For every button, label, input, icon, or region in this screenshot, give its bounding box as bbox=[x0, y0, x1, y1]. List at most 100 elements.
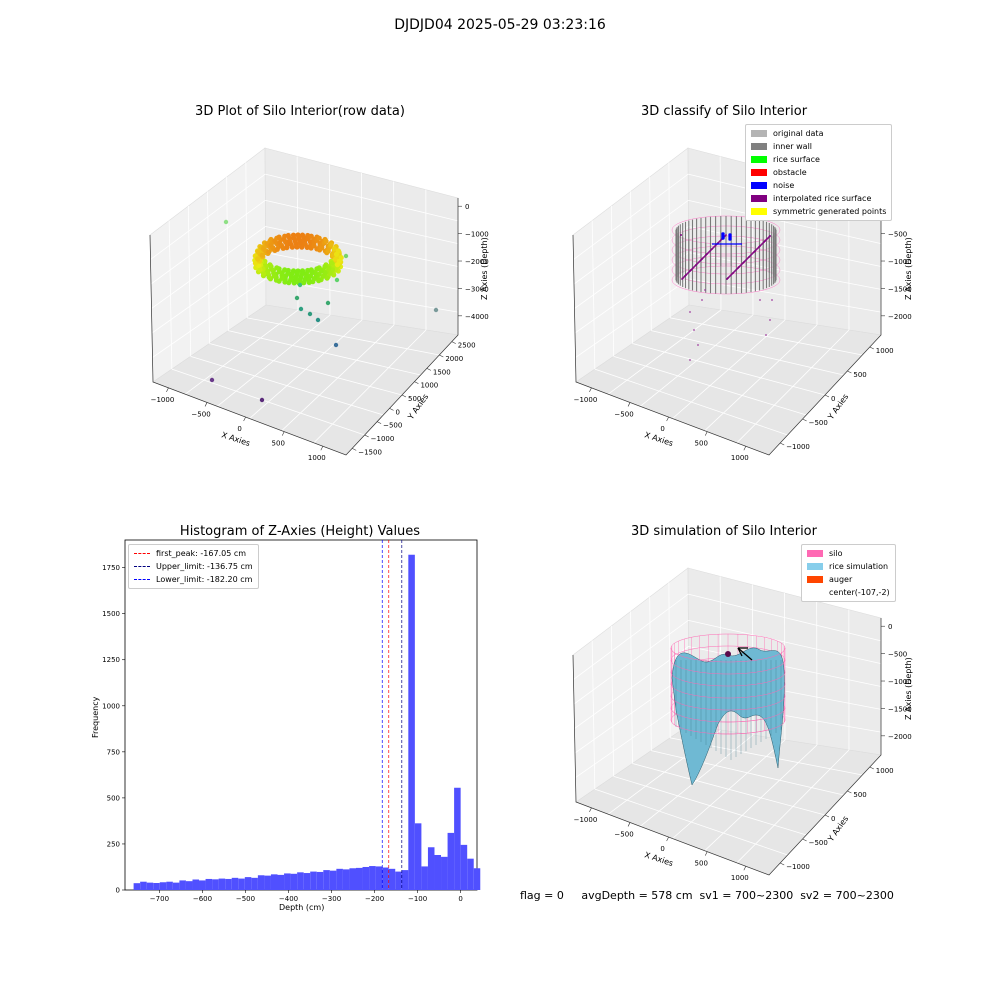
legend-label: interpolated rice surface bbox=[773, 194, 872, 203]
p2-xtick: 500 bbox=[695, 440, 708, 448]
legend-label: symmetric generated points bbox=[773, 207, 887, 216]
p1-outlier-point bbox=[209, 377, 215, 383]
p2-legend-item: interpolated rice surface bbox=[751, 192, 886, 205]
p4-silo-front-ring bbox=[670, 695, 786, 711]
p1-ring-point bbox=[323, 238, 329, 244]
p3-xtick: −700 bbox=[150, 895, 169, 903]
p3-bar bbox=[251, 877, 258, 890]
p3-bar bbox=[369, 866, 376, 890]
p3-bar bbox=[172, 882, 180, 890]
p4-legend-item: auger bbox=[807, 573, 890, 586]
p3-xtick: −400 bbox=[279, 895, 298, 903]
p3-bar bbox=[467, 858, 474, 890]
p3-bar bbox=[441, 856, 448, 890]
p4-silo-front-ring bbox=[670, 707, 786, 723]
p1-ytick: −1000 bbox=[371, 435, 395, 443]
p2-interp-point bbox=[689, 270, 691, 272]
p3-ytick: 500 bbox=[107, 794, 120, 802]
p2-low-point bbox=[765, 334, 767, 336]
p4-xtick: 0 bbox=[660, 845, 664, 853]
p2-interp-point bbox=[680, 234, 682, 236]
p3-xtick: −100 bbox=[408, 895, 427, 903]
p1-ring-point bbox=[328, 242, 334, 248]
p3-bar bbox=[238, 878, 245, 890]
p3-plot-area bbox=[124, 539, 478, 891]
p3-bar bbox=[454, 787, 461, 890]
p4-xtick: 1000 bbox=[731, 874, 749, 882]
legend-swatch bbox=[751, 130, 767, 137]
p4-ztick: −500 bbox=[888, 651, 907, 659]
p2-low-point bbox=[704, 289, 706, 291]
p2-legend-item: inner wall bbox=[751, 140, 886, 153]
p4-ztick: −1000 bbox=[888, 678, 912, 686]
p1-ztick: 0 bbox=[465, 203, 469, 211]
p2-legend-item: rice surface bbox=[751, 153, 886, 166]
panel3-histogram: −700 −600 −500 −400 −300 −200 −100 0 0 250 500 750 1… bbox=[102, 539, 481, 903]
p2-low-point bbox=[771, 299, 773, 301]
p3-bar bbox=[323, 870, 330, 890]
p3-bar bbox=[290, 873, 298, 890]
p2-low-point bbox=[701, 299, 703, 301]
p4-silo-front-ring bbox=[670, 659, 786, 675]
p1-ring-point bbox=[284, 245, 290, 251]
p1-ring-point bbox=[274, 265, 280, 271]
p1-ztick: −1000 bbox=[465, 231, 489, 239]
p1-ring-point bbox=[269, 266, 275, 272]
legend-line-swatch bbox=[134, 553, 150, 554]
legend-swatch bbox=[751, 143, 767, 150]
p2-ztick: −2000 bbox=[888, 313, 912, 321]
p1-ring-point bbox=[332, 256, 339, 262]
p2-low-point bbox=[689, 359, 691, 361]
p2-noise-point bbox=[721, 232, 725, 236]
panel1-3d-axes: −1000 −500 0 500 1000 −1500 −1000 −500 0 500 1000 1… bbox=[149, 147, 489, 462]
p1-outlier-point bbox=[433, 307, 439, 313]
p3-bar bbox=[421, 866, 428, 890]
p1-ring-point bbox=[316, 278, 322, 284]
p2-low-point bbox=[759, 299, 761, 301]
p1-outlier-point bbox=[223, 219, 229, 225]
p4-xtick: −1000 bbox=[574, 816, 598, 824]
p1-ztick: −3000 bbox=[465, 285, 489, 293]
p1-ytick: 500 bbox=[408, 395, 421, 403]
p2-low-point bbox=[689, 311, 691, 313]
p3-bar bbox=[257, 875, 265, 890]
p2-ytick: −1000 bbox=[786, 443, 810, 451]
p1-ring-point bbox=[252, 260, 259, 266]
p3-bar bbox=[395, 871, 402, 890]
p1-ztick: −4000 bbox=[465, 313, 489, 321]
p3-bar bbox=[342, 869, 350, 890]
p2-interp-point bbox=[684, 275, 686, 277]
p3-bar bbox=[310, 871, 317, 890]
p1-outlier-point bbox=[294, 295, 300, 301]
panel4-3d-axes: −1000 −500 0 500 1000 −1000 −500 0 500 1000 0 −500 −… bbox=[572, 567, 912, 882]
legend-label: Lower_limit: -182.20 cm bbox=[156, 575, 253, 584]
p3-ytick: 1250 bbox=[102, 656, 120, 664]
p4-silo-front-ring bbox=[670, 683, 786, 699]
p1-ring-point bbox=[266, 249, 272, 255]
p4-ztick: −2000 bbox=[888, 733, 912, 741]
legend-line-swatch bbox=[134, 566, 150, 567]
p3-bar bbox=[166, 881, 173, 890]
p1-ring-point bbox=[331, 246, 337, 252]
legend-label: obstacle bbox=[773, 168, 807, 177]
panel1-title: 3D Plot of Silo Interior(row data) bbox=[195, 104, 405, 119]
p1-ring-point bbox=[325, 248, 331, 254]
p2-ytick: 0 bbox=[831, 395, 835, 403]
p1-ytick: 2000 bbox=[445, 355, 463, 363]
p3-bar bbox=[192, 879, 200, 890]
p2-low-point bbox=[769, 319, 771, 321]
legend-label: auger bbox=[829, 575, 853, 584]
legend-swatch bbox=[751, 182, 767, 189]
p4-ztick: 0 bbox=[888, 623, 892, 631]
p2-xtick: −500 bbox=[614, 410, 633, 418]
p1-xtick: −1000 bbox=[151, 396, 175, 404]
p3-bar bbox=[336, 868, 343, 890]
panel2-legend: original data inner wall rice surface obsta… bbox=[745, 124, 893, 221]
p1-ring-point bbox=[324, 275, 330, 281]
p3-legend-item: Upper_limit: -136.75 cm bbox=[134, 560, 253, 573]
p4-center-marker bbox=[725, 651, 731, 657]
p2-interp-point bbox=[705, 254, 707, 256]
legend-line-swatch bbox=[134, 579, 150, 580]
p2-interp-point bbox=[711, 248, 713, 250]
p1-ring-point bbox=[259, 252, 265, 258]
